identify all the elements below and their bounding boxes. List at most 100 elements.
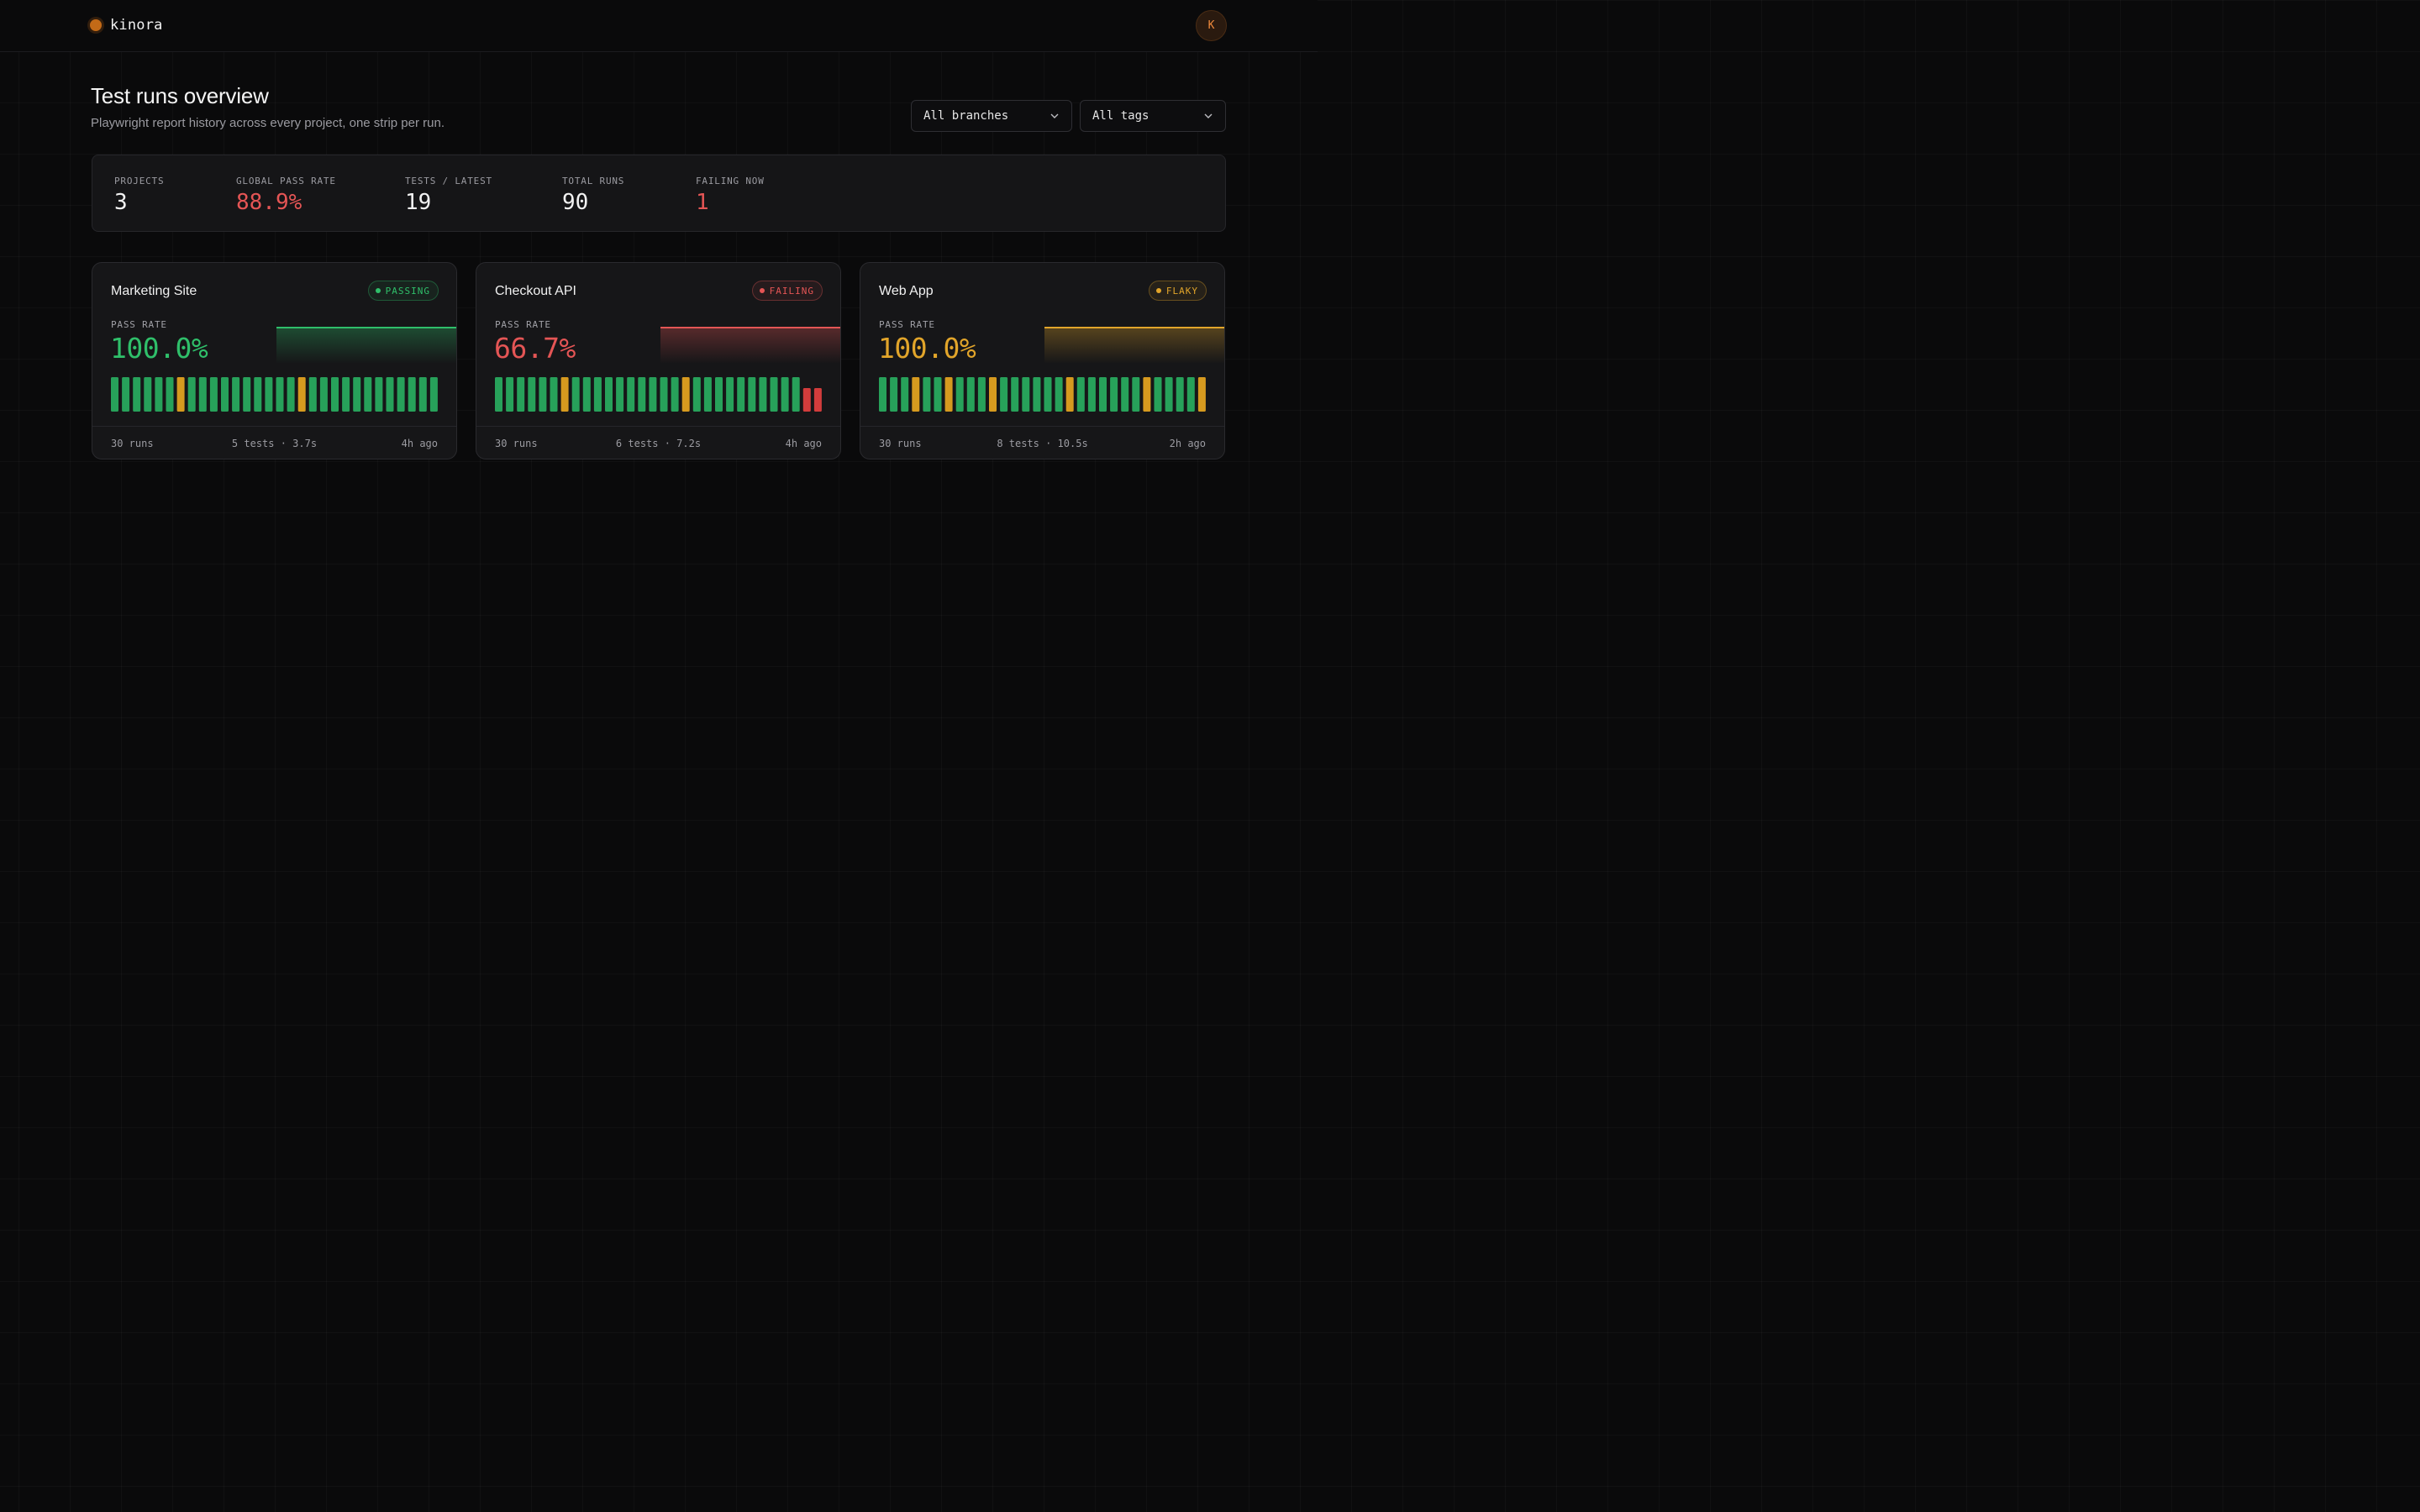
run-bar[interactable] [1011, 377, 1019, 412]
run-bar[interactable] [232, 377, 240, 412]
run-bar[interactable] [671, 377, 679, 412]
run-bar[interactable] [692, 377, 701, 412]
run-bar[interactable] [287, 377, 295, 412]
run-bar[interactable] [737, 377, 745, 412]
run-bar[interactable] [1197, 377, 1206, 412]
run-bar[interactable] [1176, 377, 1184, 412]
run-bar[interactable] [276, 377, 284, 412]
run-bar[interactable] [802, 388, 811, 412]
run-bar[interactable] [616, 377, 624, 412]
run-bar[interactable] [221, 377, 229, 412]
run-bar[interactable] [1121, 377, 1129, 412]
run-bar[interactable] [593, 377, 602, 412]
run-history-strip[interactable] [111, 377, 439, 412]
project-card-checkout-api[interactable]: Checkout API FAILING PASS RATE 66.7% 30 … [476, 262, 841, 459]
run-bar[interactable] [1033, 377, 1041, 412]
run-bar[interactable] [187, 377, 196, 412]
run-bar[interactable] [331, 377, 339, 412]
run-bar[interactable] [342, 377, 350, 412]
run-bar[interactable] [681, 377, 690, 412]
run-bar[interactable] [429, 377, 438, 412]
run-bar[interactable] [770, 377, 778, 412]
branch-filter-select[interactable]: All branches [911, 100, 1072, 132]
run-bar[interactable] [1165, 377, 1173, 412]
run-bar[interactable] [243, 377, 251, 412]
run-bar[interactable] [726, 377, 734, 412]
run-bar[interactable] [638, 377, 646, 412]
run-bar[interactable] [528, 377, 536, 412]
run-bar[interactable] [550, 377, 558, 412]
run-history-strip[interactable] [879, 377, 1207, 412]
run-bar[interactable] [1055, 377, 1063, 412]
run-bar[interactable] [901, 377, 909, 412]
run-bar[interactable] [715, 377, 723, 412]
run-bar[interactable] [198, 377, 207, 412]
run-bar[interactable] [1099, 377, 1107, 412]
run-bar[interactable] [627, 377, 635, 412]
run-bar[interactable] [386, 377, 394, 412]
run-bar[interactable] [209, 377, 218, 412]
run-bar[interactable] [176, 377, 185, 412]
run-bar[interactable] [989, 377, 997, 412]
run-bar[interactable] [133, 377, 141, 412]
run-bar[interactable] [319, 377, 328, 412]
run-bar[interactable] [353, 377, 361, 412]
run-bar[interactable] [792, 377, 800, 412]
run-bar[interactable] [155, 377, 163, 412]
run-bar[interactable] [1186, 377, 1195, 412]
run-bar[interactable] [560, 377, 569, 412]
run-bar[interactable] [506, 377, 514, 412]
run-bar[interactable] [297, 377, 306, 412]
run-bar[interactable] [660, 377, 668, 412]
run-history-strip[interactable] [495, 377, 823, 412]
run-bar[interactable] [944, 377, 953, 412]
run-bar[interactable] [966, 377, 975, 412]
run-bar[interactable] [1132, 377, 1140, 412]
run-bar[interactable] [539, 377, 547, 412]
run-bar[interactable] [1022, 377, 1030, 412]
run-bar[interactable] [703, 377, 712, 412]
run-bar[interactable] [781, 377, 789, 412]
run-bar[interactable] [111, 377, 118, 412]
app-logo[interactable]: kinora [90, 17, 163, 34]
run-bar[interactable] [166, 377, 174, 412]
project-card-marketing-site[interactable]: Marketing Site PASSING PASS RATE 100.0% … [92, 262, 457, 459]
run-bar[interactable] [408, 377, 416, 412]
run-bar[interactable] [748, 377, 756, 412]
run-bar[interactable] [934, 377, 942, 412]
tag-filter-select[interactable]: All tags [1080, 100, 1226, 132]
run-bar[interactable] [582, 377, 591, 412]
run-bar[interactable] [364, 377, 372, 412]
run-bar[interactable] [375, 377, 383, 412]
run-bar[interactable] [1110, 377, 1118, 412]
run-bar[interactable] [977, 377, 986, 412]
run-bar[interactable] [1076, 377, 1085, 412]
run-bar[interactable] [397, 377, 405, 412]
run-bar[interactable] [308, 377, 317, 412]
run-bar[interactable] [1044, 377, 1052, 412]
run-bar[interactable] [418, 377, 427, 412]
avatar[interactable]: K [1196, 10, 1227, 41]
run-bar[interactable] [923, 377, 931, 412]
run-bar[interactable] [605, 377, 613, 412]
run-bar[interactable] [144, 377, 152, 412]
run-bar[interactable] [254, 377, 262, 412]
run-bar[interactable] [1000, 377, 1008, 412]
run-bar[interactable] [649, 377, 657, 412]
run-bar[interactable] [1154, 377, 1162, 412]
run-bar[interactable] [890, 377, 898, 412]
run-bar[interactable] [1087, 377, 1096, 412]
run-bar[interactable] [495, 377, 502, 412]
run-bar[interactable] [265, 377, 273, 412]
run-bar[interactable] [1143, 377, 1151, 412]
run-bar[interactable] [912, 377, 920, 412]
run-bar[interactable] [571, 377, 580, 412]
run-bar[interactable] [813, 388, 822, 412]
run-bar[interactable] [122, 377, 130, 412]
run-bar[interactable] [759, 377, 767, 412]
project-card-web-app[interactable]: Web App FLAKY PASS RATE 100.0% 30 runs 8… [860, 262, 1225, 459]
run-bar[interactable] [517, 377, 525, 412]
run-bar[interactable] [1065, 377, 1074, 412]
run-bar[interactable] [879, 377, 886, 412]
run-bar[interactable] [955, 377, 964, 412]
